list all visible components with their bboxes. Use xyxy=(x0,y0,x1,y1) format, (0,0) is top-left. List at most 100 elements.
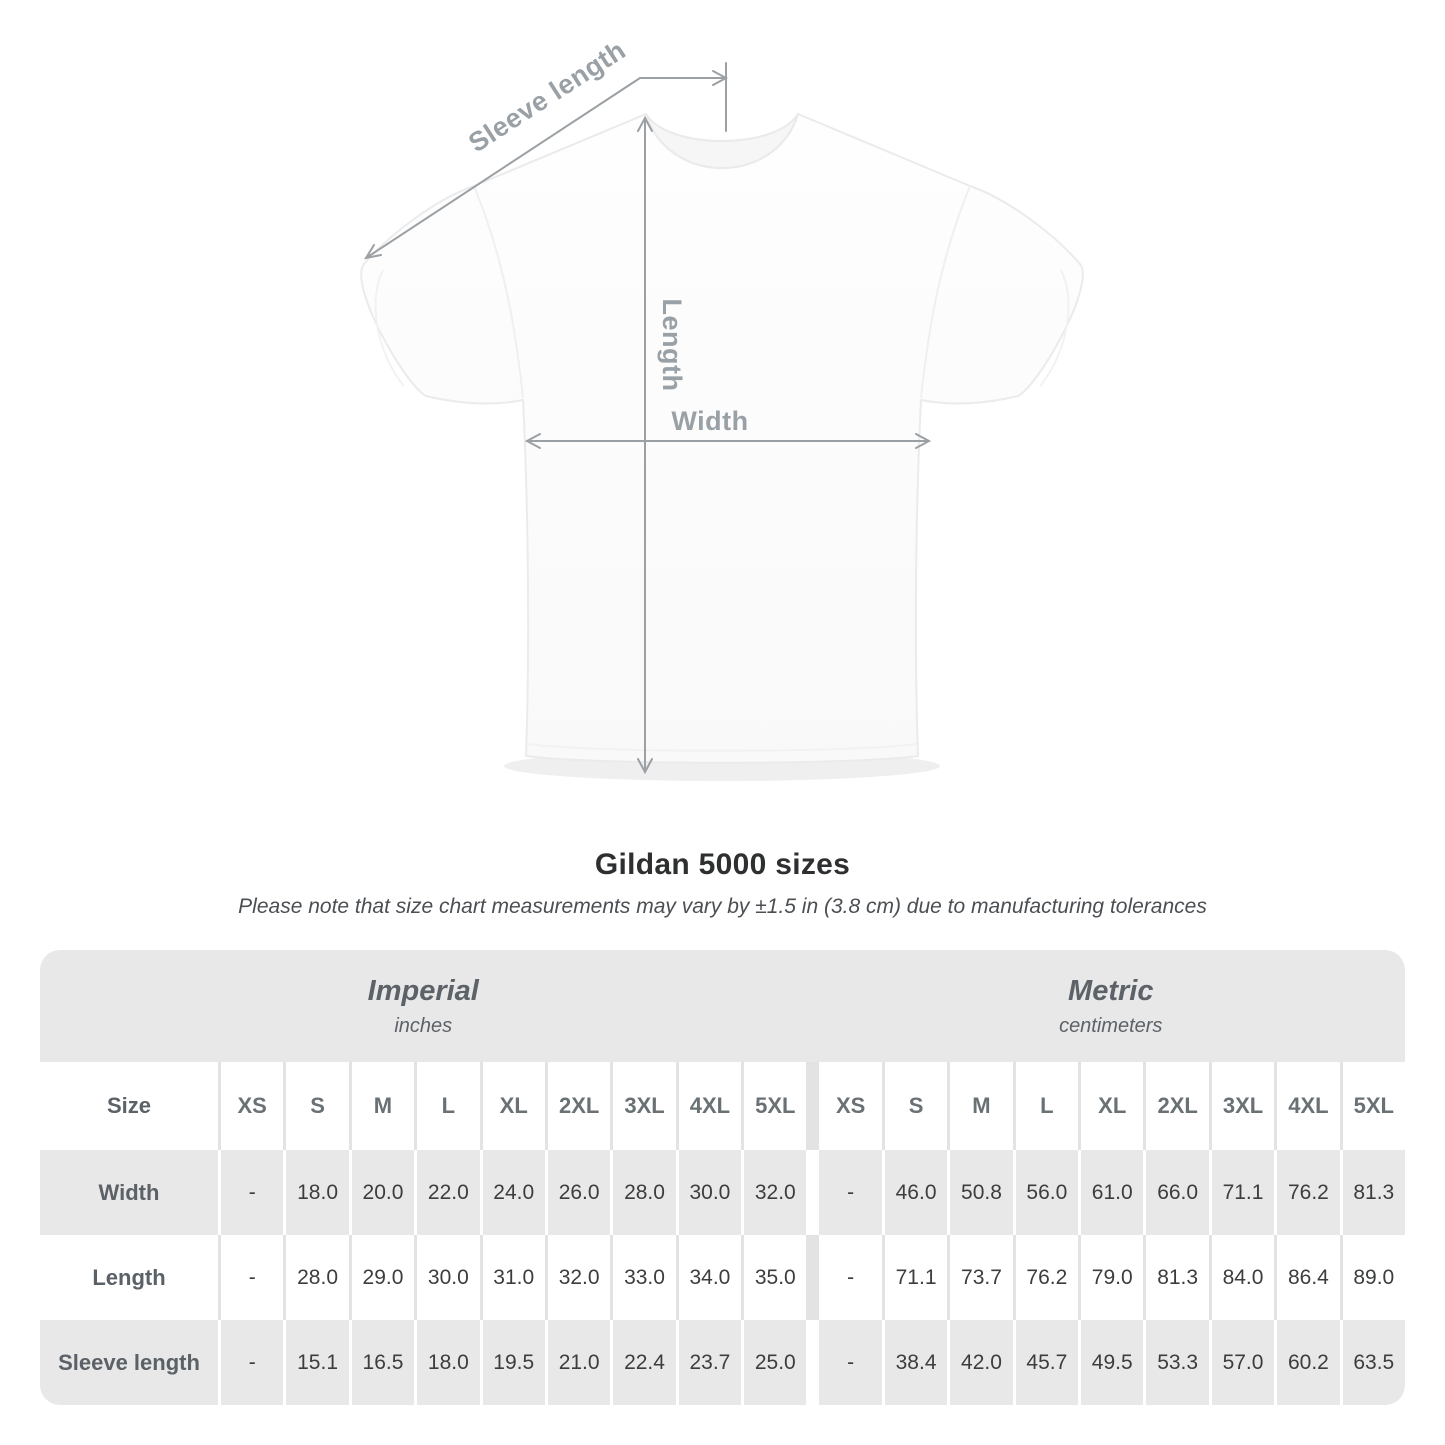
metric-cell-2XL: 2XL xyxy=(1143,1062,1208,1150)
metric-unit: centimeters xyxy=(1059,1014,1163,1037)
row-label: Sleeve length xyxy=(58,1349,200,1375)
imperial-cell-XS: - xyxy=(218,1235,283,1320)
metric-cell-S: 38.4 xyxy=(881,1320,947,1405)
metric-cell-5XL: 5XL xyxy=(1339,1062,1405,1150)
imperial-cell-L: 22.0 xyxy=(414,1150,479,1235)
group-divider xyxy=(806,1320,817,1405)
imperial-cell-2XL: 21.0 xyxy=(544,1320,610,1405)
metric-cell-XL: 79.0 xyxy=(1078,1235,1143,1320)
metric-cell-M: M xyxy=(947,1062,1012,1150)
left-sleeve-hem xyxy=(374,269,405,387)
metric-cell-XS: - xyxy=(816,1150,881,1235)
metric-cell-XS: - xyxy=(816,1320,881,1405)
tolerance-note: Please note that size chart measurements… xyxy=(238,895,1207,918)
imperial-cell-XS: - xyxy=(218,1320,283,1405)
imperial-cell-3XL: 33.0 xyxy=(610,1235,675,1320)
bottom-hem-seam xyxy=(527,743,917,752)
metric-cell-L: L xyxy=(1012,1062,1078,1150)
metric-cell-L: 56.0 xyxy=(1012,1150,1078,1235)
metric-cell-3XL: 3XL xyxy=(1208,1062,1274,1150)
imperial-cell-S: 28.0 xyxy=(283,1235,348,1320)
metric-cell-S: 46.0 xyxy=(881,1150,947,1235)
metric-cell-XS: - xyxy=(816,1235,881,1320)
imperial-header: Imperial inches xyxy=(40,950,807,1062)
row-label: Width xyxy=(98,1179,160,1205)
imperial-cell-XS: XS xyxy=(218,1062,283,1150)
group-divider xyxy=(806,1150,817,1235)
metric-cell-2XL: 66.0 xyxy=(1143,1150,1208,1235)
left-armhole-seam xyxy=(473,185,524,399)
metric-cell-XS: XS xyxy=(816,1062,881,1150)
metric-cell-5XL: 63.5 xyxy=(1339,1320,1405,1405)
group-divider xyxy=(806,1062,817,1150)
metric-cell-2XL: 53.3 xyxy=(1143,1320,1208,1405)
imperial-title: Imperial xyxy=(367,974,479,1007)
metric-cell-4XL: 60.2 xyxy=(1274,1320,1339,1405)
imperial-cell-M: 29.0 xyxy=(348,1235,414,1320)
imperial-cell-XS: - xyxy=(218,1150,283,1235)
metric-cell-L: 76.2 xyxy=(1012,1235,1078,1320)
row-label: Length xyxy=(92,1264,166,1290)
unit-header-band: Imperial inches Metric centimeters xyxy=(40,950,1405,1062)
imperial-cell-S: 18.0 xyxy=(283,1150,348,1235)
imperial-unit: inches xyxy=(394,1014,453,1037)
imperial-cell-3XL: 22.4 xyxy=(610,1320,675,1405)
size-header-row: Size XS S M L XL 2XL 3XL 4XL 5XL XS S M L XL 2XL 3XL 4XL 5… xyxy=(40,1062,1405,1150)
metric-cell-S: S xyxy=(881,1062,947,1150)
table-row-width: Width -18.0 20.0 22.0 24.0 26.0 28.0 30.0 32.0-4… xyxy=(40,1150,1405,1235)
imperial-cell-3XL: 28.0 xyxy=(610,1150,675,1235)
imperial-cell-S: S xyxy=(283,1062,348,1150)
size-column-header: Size xyxy=(106,1093,152,1118)
width-label: Width xyxy=(671,406,748,436)
imperial-cell-XL: 31.0 xyxy=(479,1235,545,1320)
imperial-cell-2XL: 2XL xyxy=(544,1062,610,1150)
length-arrow xyxy=(637,115,653,775)
imperial-cell-XL: 19.5 xyxy=(479,1320,545,1405)
metric-cell-4XL: 4XL xyxy=(1274,1062,1339,1150)
metric-cell-2XL: 81.3 xyxy=(1143,1235,1208,1320)
imperial-cell-L: 30.0 xyxy=(414,1235,479,1320)
imperial-cell-XL: 24.0 xyxy=(479,1150,545,1235)
imperial-cell-S: 15.1 xyxy=(283,1320,348,1405)
width-arrow xyxy=(524,433,932,449)
group-divider xyxy=(806,1235,817,1320)
metric-cell-4XL: 76.2 xyxy=(1274,1150,1339,1235)
metric-cell-M: 73.7 xyxy=(947,1235,1012,1320)
right-sleeve-hem xyxy=(1039,269,1070,387)
metric-cell-XL: 61.0 xyxy=(1078,1150,1143,1235)
imperial-cell-M: 20.0 xyxy=(348,1150,414,1235)
metric-cell-4XL: 86.4 xyxy=(1274,1235,1339,1320)
metric-cell-3XL: 71.1 xyxy=(1208,1150,1274,1235)
tshirt-body xyxy=(360,113,1084,764)
metric-cell-XL: XL xyxy=(1078,1062,1143,1150)
length-label: Length xyxy=(657,299,687,392)
metric-cell-3XL: 84.0 xyxy=(1208,1235,1274,1320)
imperial-cell-5XL: 25.0 xyxy=(741,1320,806,1405)
metric-cell-M: 42.0 xyxy=(947,1320,1012,1405)
imperial-cell-4XL: 4XL xyxy=(675,1062,741,1150)
imperial-cell-4XL: 30.0 xyxy=(675,1150,741,1235)
imperial-cell-4XL: 23.7 xyxy=(675,1320,741,1405)
right-armhole-seam xyxy=(920,185,971,399)
imperial-cell-XL: XL xyxy=(479,1062,545,1150)
table-row-sleeve-length: Sleeve length -15.1 16.5 18.0 19.5 21.0 22.4 23… xyxy=(40,1320,1405,1405)
imperial-cell-5XL: 5XL xyxy=(741,1062,806,1150)
imperial-cell-2XL: 26.0 xyxy=(544,1150,610,1235)
imperial-cell-2XL: 32.0 xyxy=(544,1235,610,1320)
table-row-length: Length -28.0 29.0 30.0 31.0 32.0 33.0 34.0 35.0-… xyxy=(40,1235,1405,1320)
size-table: Imperial inches Metric centimeters Size X… xyxy=(40,950,1405,1405)
imperial-cell-L: L xyxy=(414,1062,479,1150)
metric-cell-5XL: 89.0 xyxy=(1339,1235,1405,1320)
imperial-cell-M: M xyxy=(348,1062,414,1150)
metric-cell-S: 71.1 xyxy=(881,1235,947,1320)
tshirt-measurement-diagram: Sleeve length Length Width xyxy=(360,35,1084,781)
metric-header: Metric centimeters xyxy=(817,950,1406,1062)
sleeve-length-arrow xyxy=(363,62,729,260)
collar-band xyxy=(645,113,799,169)
metric-cell-M: 50.8 xyxy=(947,1150,1012,1235)
page-title: Gildan 5000 sizes xyxy=(594,848,851,881)
imperial-cell-5XL: 32.0 xyxy=(741,1150,806,1235)
imperial-cell-3XL: 3XL xyxy=(610,1062,675,1150)
metric-cell-3XL: 57.0 xyxy=(1208,1320,1274,1405)
